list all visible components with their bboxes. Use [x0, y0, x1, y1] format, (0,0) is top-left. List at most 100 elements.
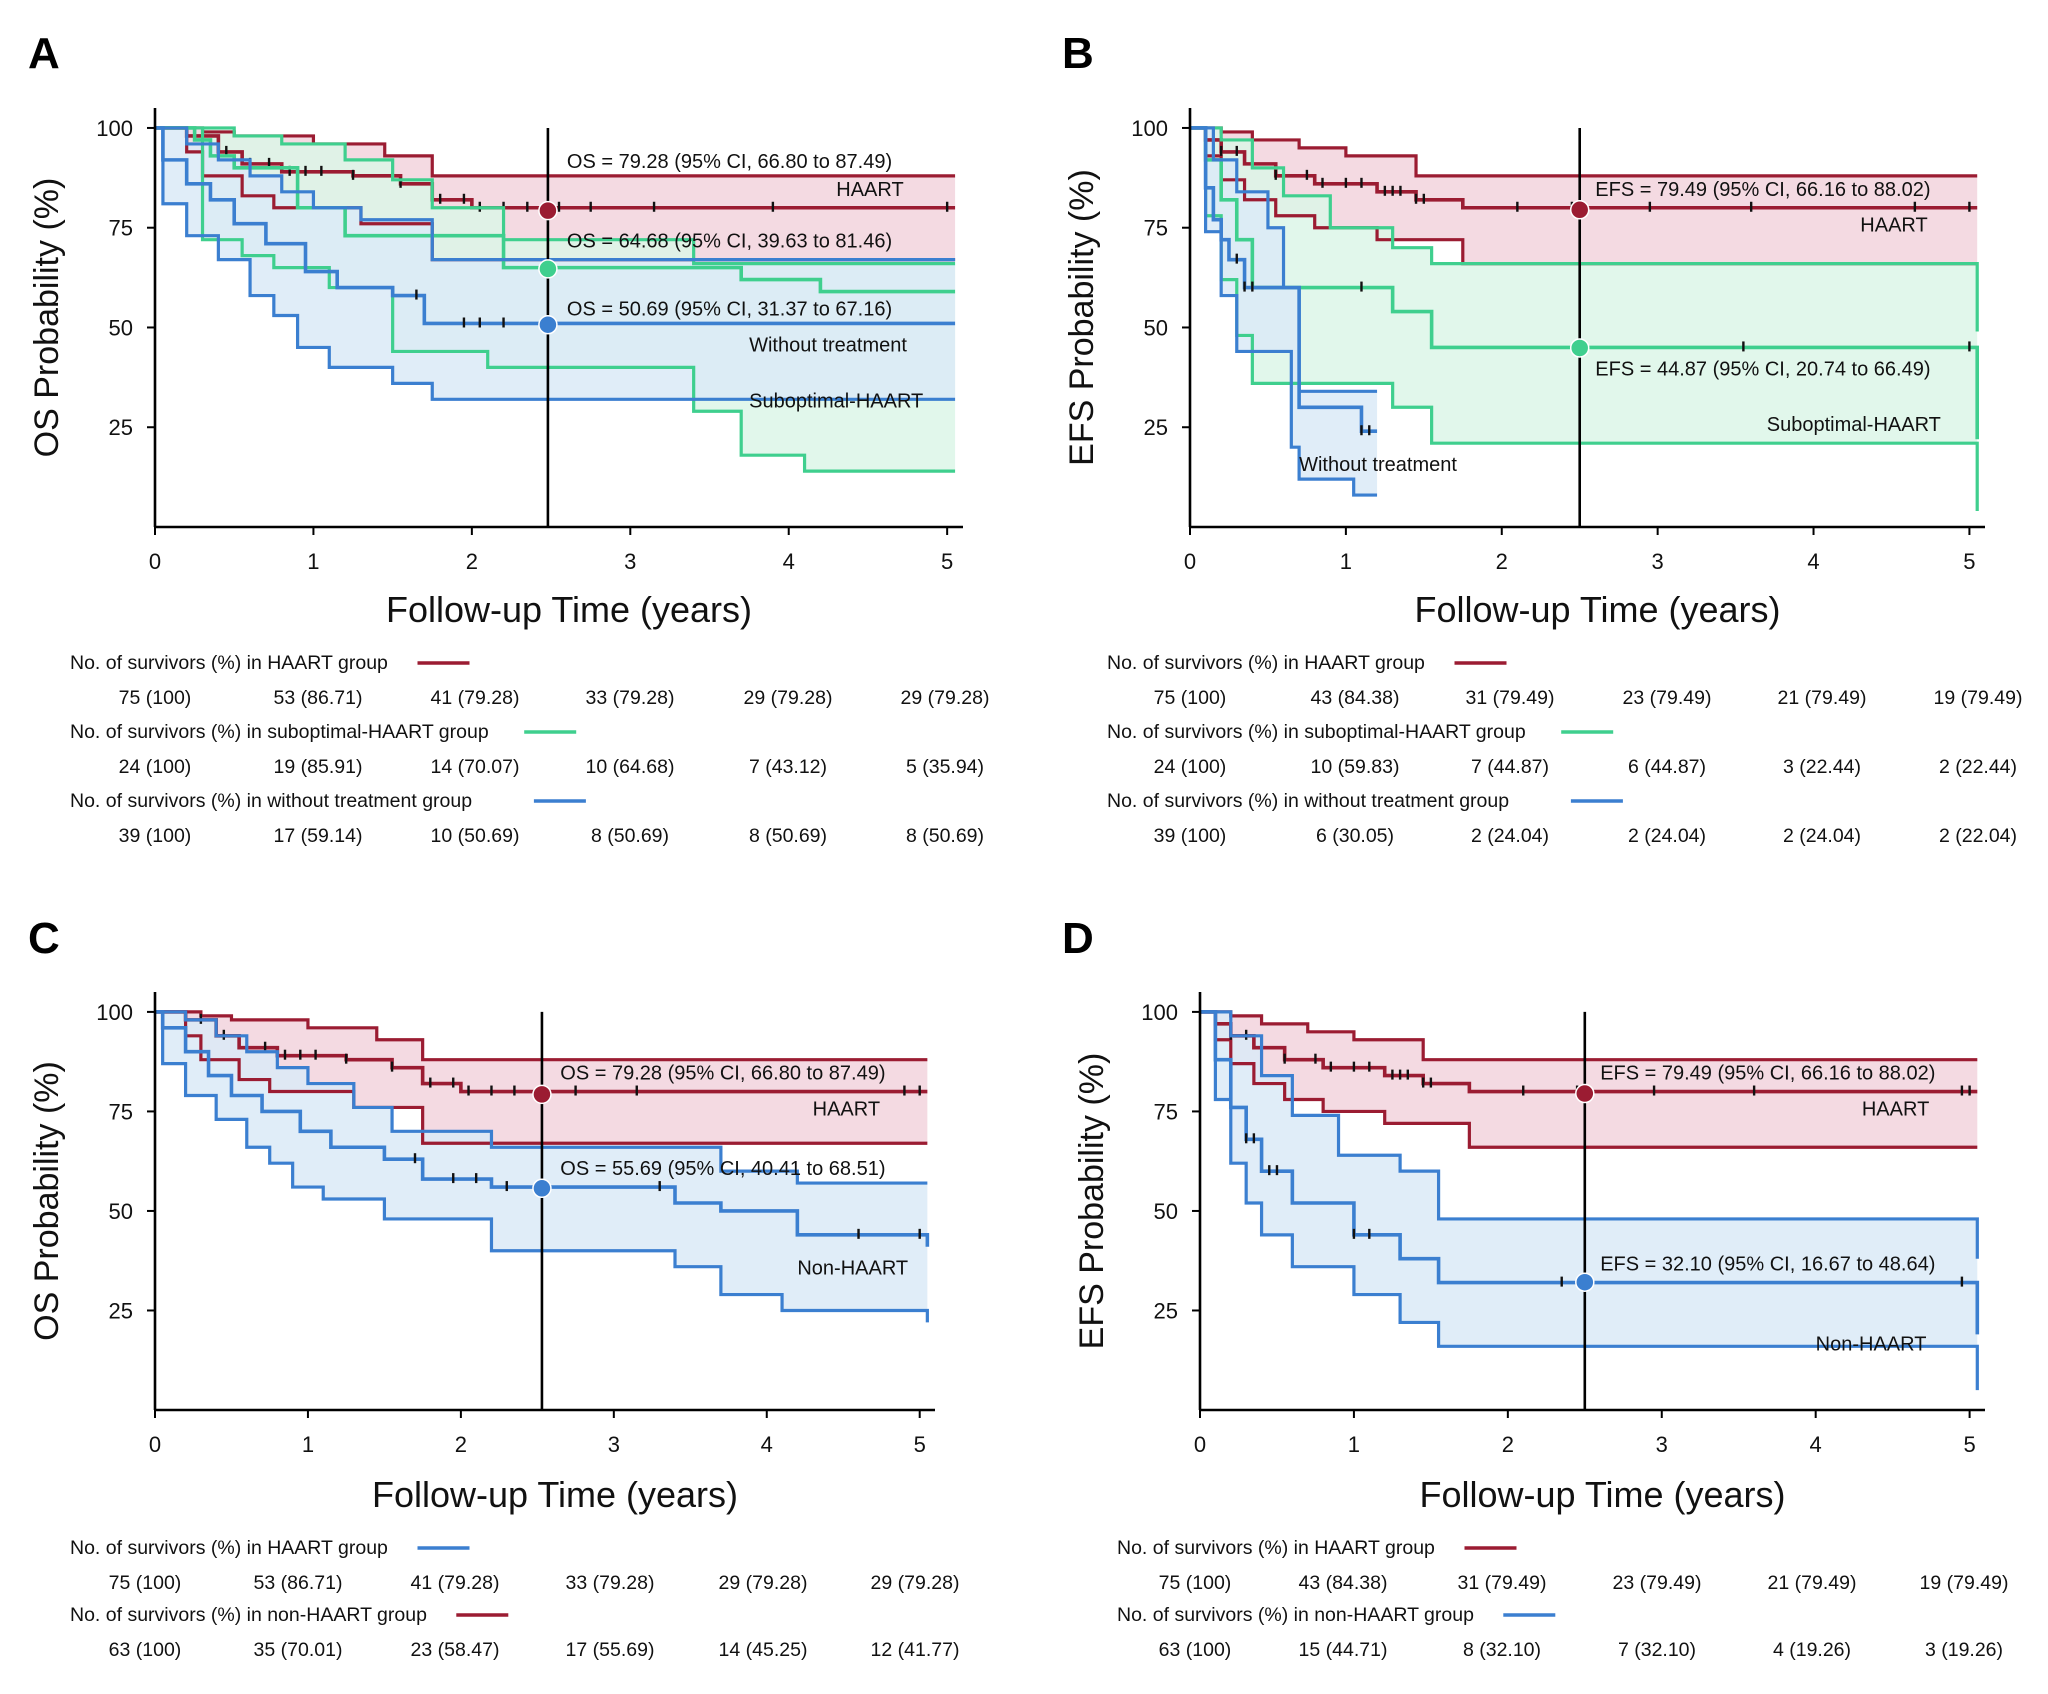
risk-value: 53 (86.71): [274, 687, 363, 709]
ci-upper-line: [155, 1010, 928, 1185]
risk-value: 23 (79.49): [1623, 687, 1712, 709]
x-tick-label: 3: [1652, 549, 1664, 574]
y-tick-label: 75: [109, 216, 133, 241]
risk-value: 10 (64.68): [586, 756, 675, 778]
ci-band-haart: [1200, 1011, 1978, 1148]
survival-curve-haart: [155, 126, 956, 210]
series-label: Non-HAART: [1816, 1333, 1927, 1355]
ci-lower-line: [155, 1010, 929, 1323]
risk-value: 31 (79.49): [1466, 687, 1555, 709]
risk-value: 75 (100): [1159, 1572, 1232, 1594]
risk-value: 2 (22.04): [1939, 825, 2017, 847]
estimate-point: [1575, 1083, 1595, 1104]
x-tick-label: 4: [1807, 549, 1819, 574]
y-tick-label: 25: [1144, 415, 1168, 440]
estimate-point: [1575, 1272, 1595, 1292]
x-axis-title: Follow-up Time (years): [372, 1474, 738, 1515]
series-label: Suboptimal-HAART: [749, 390, 923, 412]
ci-lower-line: [1190, 126, 1378, 497]
series-label: Without treatment: [749, 334, 907, 356]
estimate-point: [1569, 200, 1590, 220]
risk-value: 7 (43.12): [749, 756, 827, 778]
risk-table-header: No. of survivors (%) in suboptimal-HAART…: [1107, 721, 1526, 743]
survival-curve-non-haart: [1200, 1010, 1980, 1335]
risk-value: 19 (85.91): [274, 756, 363, 778]
y-tick-label: 100: [96, 116, 133, 141]
x-tick-label: 1: [307, 549, 319, 574]
risk-table-header: No. of survivors (%) in HAART group: [70, 1537, 388, 1559]
risk-table-header: No. of survivors (%) in HAART group: [70, 652, 388, 674]
x-tick-label: 0: [149, 1432, 161, 1457]
survival-curve-without-treatment: [155, 126, 956, 326]
panel-letter: A: [28, 29, 60, 78]
series-label: Suboptimal-HAART: [1767, 414, 1941, 436]
risk-value: 43 (84.38): [1311, 687, 1400, 709]
x-tick-label: 5: [1963, 549, 1975, 574]
ci-lower-line: [1190, 126, 1979, 512]
risk-value: 3 (19.26): [1925, 1639, 2003, 1661]
x-tick-label: 3: [1656, 1432, 1668, 1457]
risk-table-header: No. of survivors (%) in without treatmen…: [1107, 790, 1509, 812]
risk-value: 6 (44.87): [1628, 756, 1706, 778]
risk-value: 10 (50.69): [431, 825, 520, 847]
estimate-point: [538, 314, 558, 335]
survival-curve-non-haart: [155, 1010, 930, 1247]
risk-value: 29 (79.28): [901, 687, 990, 709]
estimate-annotation: EFS = 32.10 (95% CI, 16.67 to 48.64): [1600, 1254, 1935, 1276]
x-tick-label: 0: [1194, 1432, 1206, 1457]
risk-value: 41 (79.28): [431, 687, 520, 709]
risk-value: 4 (19.26): [1773, 1639, 1851, 1661]
risk-value: 29 (79.28): [744, 687, 833, 709]
x-axis-title: Follow-up Time (years): [386, 589, 752, 630]
y-tick-label: 100: [96, 1000, 133, 1025]
risk-value: 14 (70.07): [431, 756, 520, 778]
y-tick-label: 25: [109, 415, 133, 440]
risk-value: 21 (79.49): [1768, 1572, 1857, 1594]
y-tick-label: 75: [1144, 216, 1168, 241]
risk-value: 19 (79.49): [1920, 1572, 2009, 1594]
ci-band-non-haart: [1200, 1011, 1978, 1391]
risk-value: 7 (32.10): [1618, 1639, 1696, 1661]
risk-value: 24 (100): [1154, 756, 1227, 778]
y-axis-title: EFS Probability (%): [1063, 169, 1101, 466]
risk-value: 63 (100): [109, 1639, 182, 1661]
risk-value: 2 (24.04): [1628, 825, 1706, 847]
panel-a: A 25 50 75 100 0 1 2 3 4 5 OS Probability (%) Follow…: [28, 29, 989, 847]
risk-value: 63 (100): [1159, 1639, 1232, 1661]
risk-table-header: No. of survivors (%) in non-HAART group: [70, 1604, 427, 1626]
risk-value: 29 (79.28): [719, 1572, 808, 1594]
ci-lower-line: [155, 126, 956, 401]
risk-value: 17 (55.69): [566, 1639, 655, 1661]
estimate-annotation: OS = 50.69 (95% CI, 31.37 to 67.16): [567, 299, 892, 321]
estimate-point: [532, 1178, 552, 1199]
x-tick-label: 1: [302, 1432, 314, 1457]
risk-value: 3 (22.44): [1783, 756, 1861, 778]
y-tick-label: 100: [1131, 116, 1168, 141]
risk-value: 33 (79.28): [566, 1572, 655, 1594]
risk-table-header: No. of survivors (%) in without treatmen…: [70, 790, 472, 812]
panel-letter: C: [28, 914, 60, 963]
risk-value: 6 (30.05): [1316, 825, 1394, 847]
y-tick-label: 50: [1144, 315, 1168, 340]
risk-value: 75 (100): [1154, 687, 1227, 709]
x-tick-label: 3: [608, 1432, 620, 1457]
risk-value: 12 (41.77): [871, 1639, 960, 1661]
risk-value: 8 (32.10): [1463, 1639, 1541, 1661]
risk-value: 15 (44.71): [1299, 1639, 1388, 1661]
x-tick-label: 4: [1810, 1432, 1822, 1457]
risk-value: 19 (79.49): [1934, 687, 2023, 709]
ci-lower-line: [1200, 1010, 1978, 1149]
y-axis-title: EFS Probability (%): [1073, 1053, 1111, 1350]
risk-value: 39 (100): [119, 825, 192, 847]
risk-value: 5 (35.94): [906, 756, 984, 778]
ci-upper-line: [155, 126, 956, 266]
risk-value: 75 (100): [109, 1572, 182, 1594]
x-tick-label: 2: [1502, 1432, 1514, 1457]
risk-value: 39 (100): [1154, 825, 1227, 847]
estimate-point: [538, 259, 558, 279]
ci-lower-line: [155, 126, 956, 262]
risk-value: 35 (70.01): [254, 1639, 343, 1661]
estimate-annotation: OS = 79.28 (95% CI, 66.80 to 87.49): [560, 1063, 885, 1085]
